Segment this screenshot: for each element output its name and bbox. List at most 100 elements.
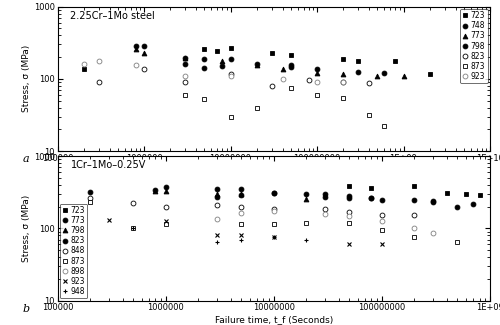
798 — [182, 62, 188, 66]
Y-axis label: Stress, σ (MPa): Stress, σ (MPa) — [22, 195, 31, 262]
748 — [382, 71, 388, 75]
748 — [288, 63, 294, 67]
873 — [130, 226, 136, 230]
Line: 773: 773 — [88, 185, 476, 209]
773 — [280, 68, 285, 72]
Line: 723: 723 — [347, 183, 482, 197]
723 — [202, 47, 207, 51]
873 — [228, 115, 234, 119]
723 — [340, 57, 346, 60]
848 — [238, 205, 244, 209]
923 — [182, 74, 188, 78]
Line: 873: 873 — [88, 200, 460, 244]
798 — [304, 197, 310, 201]
773 — [219, 59, 225, 63]
773 — [214, 187, 220, 191]
873 — [254, 106, 260, 110]
873 — [271, 222, 277, 226]
Text: 1Cr–1Mo–0.25V: 1Cr–1Mo–0.25V — [70, 160, 146, 170]
823 — [346, 196, 352, 200]
823 — [322, 195, 328, 199]
798 — [202, 66, 207, 70]
873 — [412, 235, 418, 239]
748 — [314, 68, 320, 72]
898 — [412, 226, 418, 230]
773 — [182, 56, 188, 60]
873 — [340, 96, 346, 99]
723 — [368, 186, 374, 190]
Line: 723: 723 — [81, 45, 432, 77]
X-axis label: Failure time, t_f (Seconds): Failure time, t_f (Seconds) — [214, 166, 333, 175]
848 — [214, 203, 220, 207]
823 — [340, 80, 346, 84]
898 — [322, 212, 328, 215]
823 — [238, 193, 244, 197]
Line: 748: 748 — [133, 44, 386, 75]
923 — [314, 80, 320, 84]
923 — [106, 218, 112, 222]
848 — [322, 207, 328, 211]
848 — [271, 207, 277, 211]
773 — [271, 191, 277, 195]
873 — [346, 221, 352, 225]
948 — [238, 238, 244, 241]
923 — [271, 235, 277, 239]
748 — [202, 58, 207, 61]
748 — [141, 44, 147, 48]
773 — [254, 63, 260, 67]
773 — [162, 185, 168, 189]
848 — [130, 201, 136, 205]
798 — [238, 192, 244, 196]
723 — [214, 49, 220, 53]
848 — [162, 205, 168, 209]
898 — [379, 219, 385, 223]
798 — [288, 65, 294, 69]
Line: 848: 848 — [88, 196, 417, 217]
723 — [80, 68, 86, 72]
873 — [314, 93, 320, 97]
748 — [228, 57, 234, 60]
Text: a: a — [22, 154, 29, 164]
773 — [152, 188, 158, 192]
823 — [271, 191, 277, 195]
773 — [340, 72, 346, 76]
723 — [412, 184, 418, 188]
923 — [96, 59, 102, 63]
773 — [368, 196, 374, 200]
773 — [132, 47, 138, 51]
773 — [430, 200, 436, 203]
773 — [412, 198, 418, 202]
948 — [130, 226, 136, 230]
773 — [322, 192, 328, 196]
723 — [463, 192, 469, 196]
898 — [430, 231, 436, 235]
898 — [214, 217, 220, 221]
923 — [214, 233, 220, 237]
923 — [379, 242, 385, 246]
923 — [346, 242, 352, 246]
873 — [238, 222, 244, 226]
823 — [141, 68, 147, 72]
923 — [238, 233, 244, 237]
773 — [346, 194, 352, 198]
823 — [304, 192, 310, 196]
773 — [141, 51, 147, 55]
873 — [304, 221, 310, 225]
773 — [470, 202, 476, 205]
823 — [228, 72, 234, 76]
773 — [314, 71, 320, 75]
923 — [280, 77, 285, 81]
823 — [269, 84, 275, 88]
873 — [379, 228, 385, 232]
823 — [306, 78, 312, 82]
823 — [368, 196, 374, 200]
948 — [304, 238, 310, 241]
848 — [87, 196, 93, 200]
873 — [87, 200, 93, 204]
Line: 823: 823 — [215, 190, 436, 204]
898 — [238, 211, 244, 214]
723 — [288, 53, 294, 57]
823 — [366, 81, 372, 85]
798 — [219, 64, 225, 68]
923 — [80, 62, 86, 66]
